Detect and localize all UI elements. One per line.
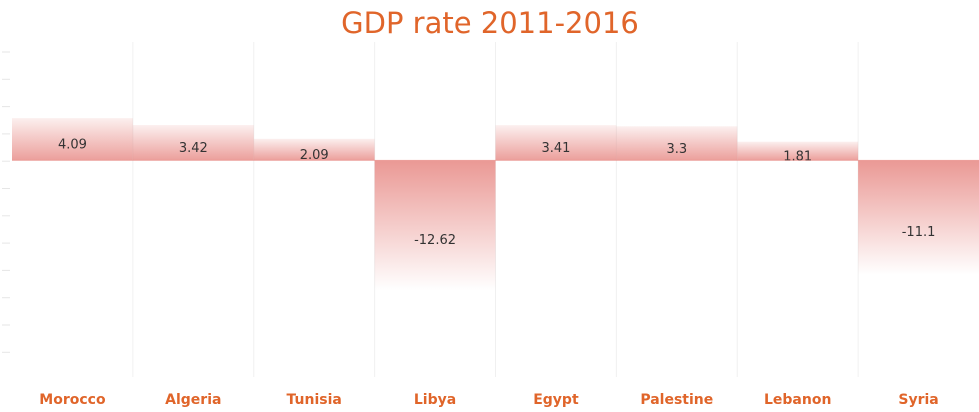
bar [858,160,979,275]
value-label: 3.3 [666,142,687,157]
x-tick-label: Palestine [640,392,713,408]
x-tick-label: Algeria [165,392,221,408]
x-tick-label: Morocco [39,392,106,408]
x-tick-label: Lebanon [764,392,831,408]
value-label: -11.1 [902,225,936,240]
x-tick-label: Libya [414,392,456,408]
bar [132,125,254,161]
value-label: 2.09 [300,148,329,163]
bar [495,125,617,161]
bar [253,138,375,161]
x-tick-label: Syria [898,392,938,408]
value-label: -12.62 [414,233,456,248]
value-label: 3.42 [179,141,208,156]
bar [374,160,496,291]
bar [12,118,133,161]
value-label: 3.41 [541,141,570,156]
bar [616,126,738,161]
x-tick-label: Tunisia [287,392,342,408]
bar [737,141,859,161]
value-label: 1.81 [783,149,812,164]
value-label: 4.09 [58,138,87,153]
chart-title: GDP rate 2011-2016 [341,6,639,40]
x-tick-label: Egypt [533,392,579,408]
